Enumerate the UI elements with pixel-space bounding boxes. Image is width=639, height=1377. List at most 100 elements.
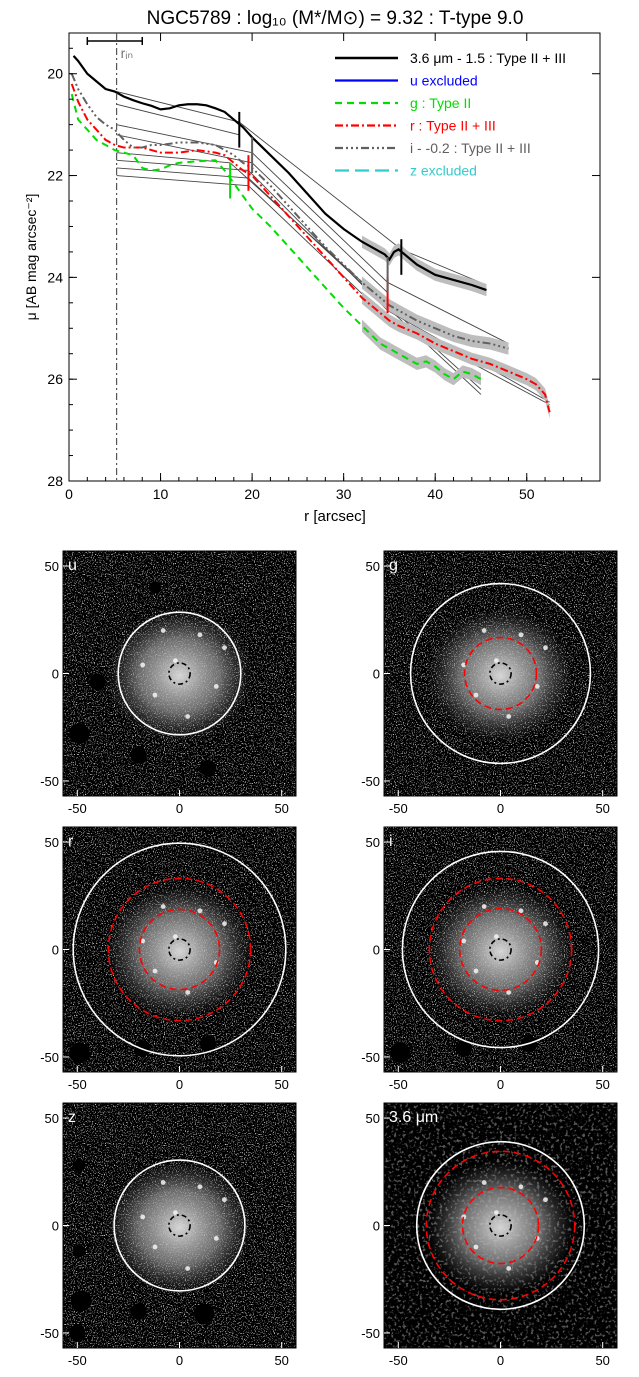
panel-band-label: g: [389, 557, 398, 574]
bright-knot: [481, 904, 487, 909]
bright-knot: [494, 934, 499, 940]
uncertainty-band: [361, 291, 550, 419]
galaxy-glow: [426, 1160, 575, 1295]
x-tick-label: 50: [274, 1077, 288, 1092]
bright-knot: [494, 1210, 499, 1216]
y-tick-label: -50: [361, 774, 380, 789]
bright-knot: [473, 968, 479, 974]
r-in-label: rᵢₙ: [121, 45, 133, 61]
bright-knot: [173, 1210, 178, 1216]
bright-knot: [140, 938, 146, 944]
series-line: [70, 83, 551, 413]
chart-title: NGC5789 : log₁₀ (M*/M⊙) = 9.32 : T-type …: [147, 8, 524, 29]
x-tick-label: -50: [68, 1353, 87, 1368]
bright-knot: [481, 628, 487, 633]
fit-line: [116, 159, 249, 171]
break-ellipse: [107, 877, 252, 1022]
x-tick-label: 50: [595, 801, 609, 816]
axis-ticks: 0 10 20 30 40 50 20 22 24 26 28: [47, 33, 601, 502]
bright-knot: [185, 714, 191, 719]
series-line: [70, 93, 482, 381]
legend-label: u excluded: [410, 73, 478, 89]
break-ellipse: [138, 908, 221, 991]
image-panel: r -50 0 50 50 0 -50: [40, 826, 297, 1092]
bright-knot: [197, 1184, 203, 1190]
y-tick-label: 50: [45, 1111, 59, 1126]
mask-region: [199, 759, 217, 777]
break-ellipse: [428, 877, 573, 1022]
x-axis-label: r [arcsec]: [304, 508, 366, 525]
mask-region: [455, 1040, 472, 1057]
bright-knot: [506, 1266, 512, 1271]
y-tick-label: 0: [52, 943, 59, 958]
outer-ellipse: [72, 842, 287, 1057]
mask-region: [130, 746, 147, 764]
mask-region: [199, 1035, 217, 1053]
y-tick-label: 50: [45, 559, 59, 574]
x-tick-label: 0: [176, 801, 183, 816]
fit-line: [116, 167, 249, 179]
bright-knot: [494, 658, 499, 664]
x-tick-label: 20: [244, 486, 260, 502]
mask-region: [193, 1303, 215, 1324]
bright-knot: [543, 645, 548, 651]
x-tick-label: -50: [389, 1077, 408, 1092]
bright-knot: [152, 1244, 158, 1250]
inner-ellipse: [168, 1214, 191, 1237]
y-tick-label: -50: [40, 1326, 59, 1341]
fit-line: [251, 152, 388, 283]
series-line: [70, 73, 509, 350]
panel-band-label: u: [68, 557, 77, 574]
image-panel: z -50 0 50 50 0 -50: [40, 1102, 297, 1368]
bright-knot: [222, 645, 227, 651]
mask-region: [75, 1296, 88, 1309]
mask-region: [390, 1042, 411, 1063]
x-tick-label: 50: [274, 1353, 288, 1368]
outer-ellipse: [409, 582, 592, 765]
inner-ellipse: [168, 938, 191, 961]
image-panel: i -50 0 50 50 0 -50: [361, 826, 618, 1092]
inner-ellipse: [168, 662, 191, 685]
panel-band-label: i: [389, 833, 393, 850]
y-tick-label: 26: [47, 371, 63, 387]
break-ellipse: [425, 1150, 576, 1301]
outer-ellipse: [401, 850, 600, 1049]
bright-knot: [213, 1235, 219, 1241]
y-tick-label: 20: [47, 66, 63, 82]
y-tick-label: -50: [361, 1326, 380, 1341]
legend-label: r : Type II + III: [410, 118, 496, 134]
bright-knot: [461, 662, 467, 668]
galaxy-glow: [105, 1160, 254, 1295]
bright-knot: [160, 628, 166, 633]
bright-knot: [518, 908, 524, 914]
x-tick-label: -50: [389, 1353, 408, 1368]
fit-line: [387, 282, 509, 344]
y-tick-label: 24: [47, 269, 63, 285]
y-tick-label: 50: [366, 835, 380, 850]
mask-region: [69, 723, 90, 744]
bright-knot: [543, 1197, 548, 1203]
bright-knot: [461, 938, 467, 944]
y-axis-label: μ [AB mag arcsec⁻²]: [23, 194, 39, 321]
x-tick-label: 10: [153, 486, 169, 502]
panel-band-label: z: [68, 1109, 76, 1126]
bright-knot: [506, 714, 512, 719]
bright-knot: [197, 632, 203, 638]
bright-knot: [185, 1266, 191, 1271]
bright-knot: [160, 904, 166, 909]
mask-region: [130, 1303, 147, 1320]
y-tick-label: 50: [45, 835, 59, 850]
y-tick-label: 0: [373, 943, 380, 958]
galaxy-glow: [426, 884, 575, 1019]
x-tick-label: 0: [65, 486, 73, 502]
bright-knot: [506, 990, 512, 995]
x-tick-label: -50: [68, 1077, 87, 1092]
fit-lines: [116, 91, 550, 406]
break-markers: [229, 111, 403, 313]
uncertainty-band: [361, 235, 487, 297]
break-ellipse: [463, 636, 538, 711]
fit-line: [239, 121, 402, 250]
bright-knot: [518, 1184, 524, 1190]
